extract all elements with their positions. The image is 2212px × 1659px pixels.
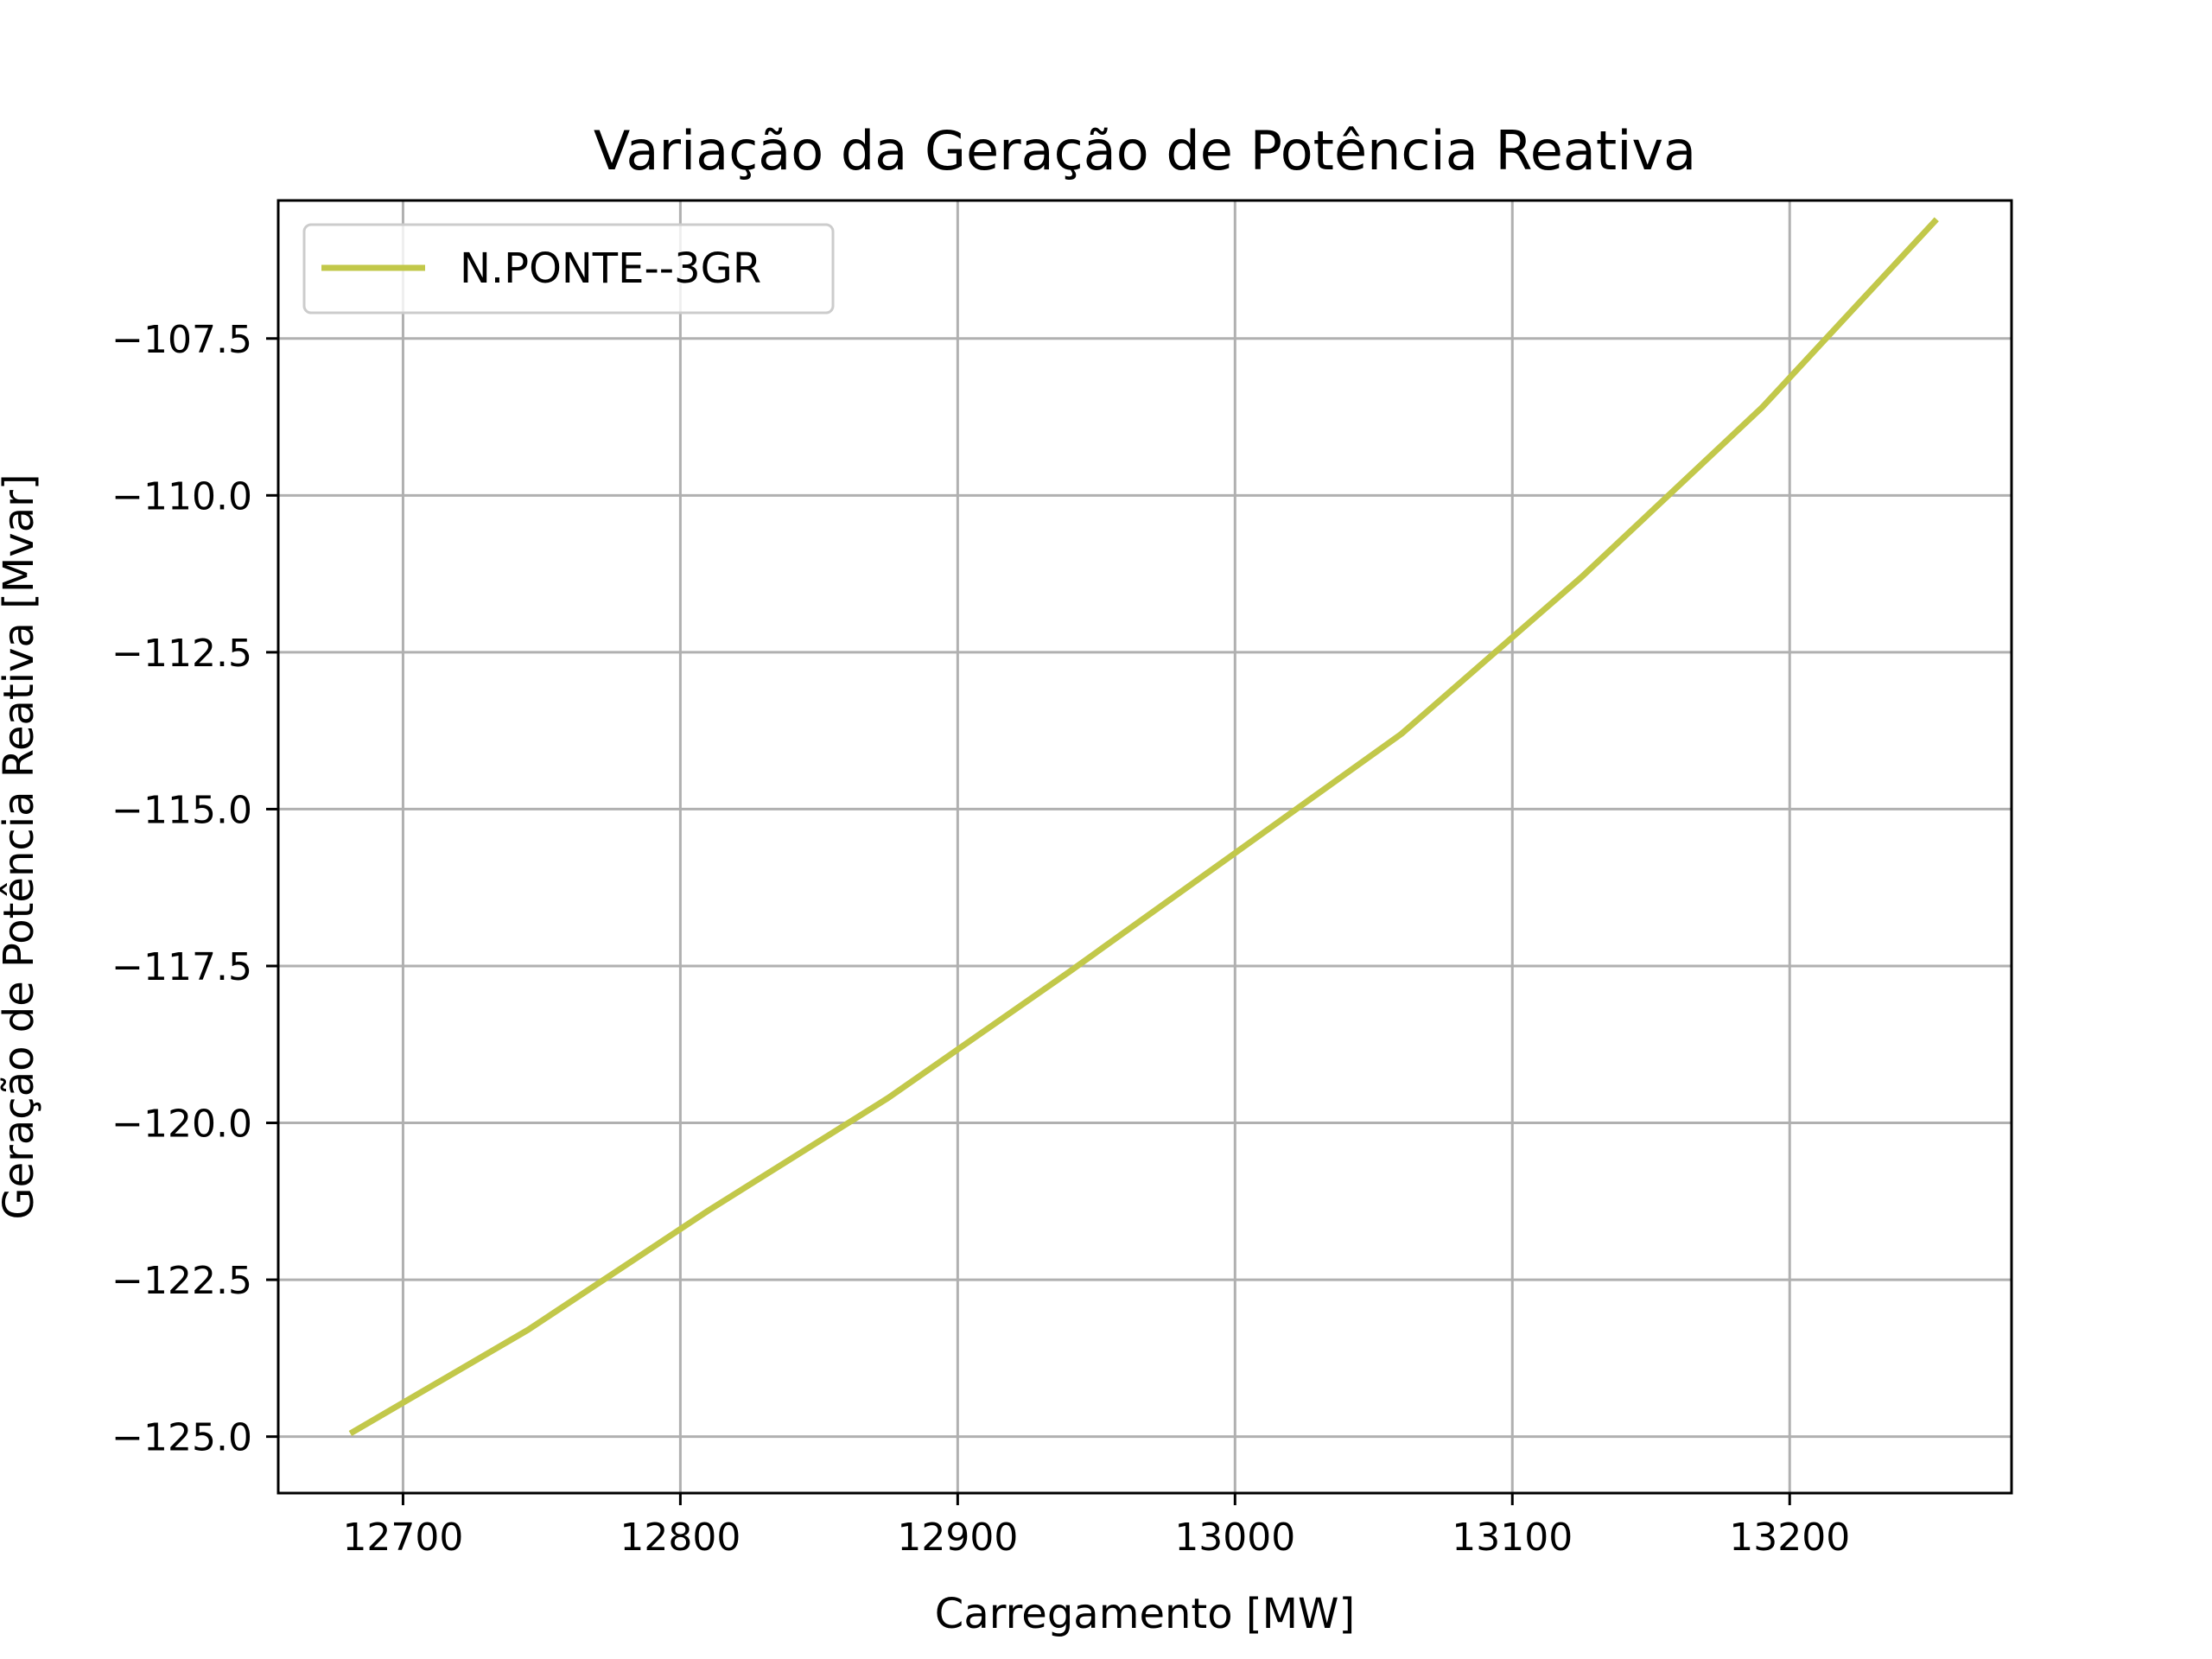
y-tick-label: −112.5 [111, 632, 252, 676]
x-tick-label: 12700 [342, 1516, 463, 1560]
plot-area-frame [276, 199, 2013, 1495]
x-axis-label: Carregamento [MW] [935, 1590, 1355, 1638]
y-axis-ticks: −107.5 −110.0 −112.5 −115.0 −117.5 −120.0 −122… [111, 318, 278, 1460]
y-tick-label: −115.0 [111, 788, 252, 832]
y-tick-label: −122.5 [111, 1259, 252, 1303]
y-tick-label: −117.5 [111, 945, 252, 989]
x-tick-label: 12900 [897, 1516, 1018, 1560]
x-tick-label: 13200 [1729, 1516, 1850, 1560]
legend: N.PONTE--3GR [302, 223, 835, 315]
series-line-n-ponte-3gr [348, 217, 1939, 1437]
x-axis-ticks: 12700 12800 12900 13000 13100 13200 [342, 1493, 1850, 1560]
legend-box [302, 223, 835, 315]
y-tick-label: −110.0 [111, 474, 252, 518]
grid-lines [278, 200, 2012, 1493]
legend-entry-n-ponte-3gr: N.PONTE--3GR [460, 245, 761, 293]
chart-title: Variação da Geração de Potência Reativa [594, 119, 1696, 182]
x-tick-label: 12800 [620, 1516, 741, 1560]
y-axis-label: Geração de Potência Reativa [Mvar] [0, 474, 43, 1219]
y-tick-label: −107.5 [111, 318, 252, 362]
series-layer [348, 217, 1939, 1437]
x-tick-label: 13000 [1174, 1516, 1295, 1560]
y-tick-label: −120.0 [111, 1103, 252, 1147]
x-tick-label: 13100 [1452, 1516, 1573, 1560]
y-tick-label: −125.0 [111, 1416, 252, 1460]
